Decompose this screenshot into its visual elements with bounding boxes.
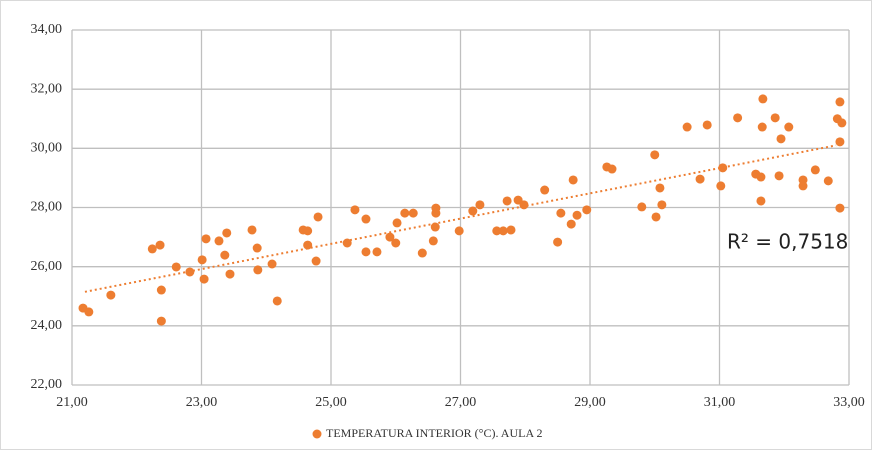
point xyxy=(502,196,512,206)
y-tick-label: 34,00 xyxy=(31,22,63,37)
x-tick-label: 23,00 xyxy=(186,395,218,410)
point xyxy=(155,240,165,250)
point xyxy=(757,122,767,132)
point xyxy=(156,316,166,326)
legend-label: TEMPERATURA INTERIOR (°C). AULA 2 xyxy=(326,426,542,440)
point xyxy=(582,205,592,215)
point xyxy=(84,307,94,317)
point xyxy=(837,118,847,128)
point xyxy=(650,150,660,160)
y-tick-label: 26,00 xyxy=(31,259,63,274)
point xyxy=(392,218,402,228)
y-tick-label: 32,00 xyxy=(31,81,63,96)
point xyxy=(835,97,845,107)
point xyxy=(810,165,820,175)
point xyxy=(651,212,661,222)
point xyxy=(774,171,784,181)
point xyxy=(253,265,263,275)
point xyxy=(475,200,485,210)
y-tick-label: 24,00 xyxy=(31,318,63,333)
point xyxy=(835,203,845,213)
point xyxy=(454,226,464,236)
point xyxy=(391,238,401,248)
point xyxy=(247,225,257,235)
x-tick-label: 25,00 xyxy=(315,395,347,410)
point xyxy=(372,247,382,257)
point xyxy=(733,113,743,123)
point xyxy=(417,248,427,258)
point xyxy=(702,120,712,130)
point xyxy=(695,174,705,184)
x-tick-label: 31,00 xyxy=(704,395,736,410)
point xyxy=(770,113,780,123)
point xyxy=(342,238,352,248)
point xyxy=(267,259,277,269)
point xyxy=(428,236,438,246)
point xyxy=(756,172,766,182)
point xyxy=(568,175,578,185)
point xyxy=(718,163,728,173)
point xyxy=(540,185,550,195)
point xyxy=(657,200,667,210)
annotation: R² = 0,7518 xyxy=(727,230,848,254)
point xyxy=(220,250,230,260)
point xyxy=(431,203,441,213)
point xyxy=(361,214,371,224)
point xyxy=(225,269,235,279)
point xyxy=(835,137,845,147)
point xyxy=(303,226,313,236)
point xyxy=(147,244,157,254)
point xyxy=(156,285,166,295)
point xyxy=(199,274,209,284)
point xyxy=(106,290,116,300)
point xyxy=(350,205,360,215)
point xyxy=(171,262,181,272)
point xyxy=(682,122,692,132)
point xyxy=(607,164,617,174)
point xyxy=(572,210,582,220)
point xyxy=(566,219,576,229)
y-tick-label: 28,00 xyxy=(31,200,63,215)
point xyxy=(252,243,262,253)
y-tick-label: 22,00 xyxy=(31,377,63,392)
point xyxy=(637,202,647,212)
point xyxy=(498,226,508,236)
point xyxy=(492,226,502,236)
point xyxy=(400,208,410,218)
x-tick-label: 21,00 xyxy=(56,395,88,410)
point xyxy=(655,183,665,193)
point xyxy=(303,240,313,250)
point xyxy=(313,212,323,222)
point xyxy=(506,225,516,235)
point xyxy=(798,181,808,191)
point xyxy=(716,181,726,191)
point xyxy=(222,228,232,238)
point xyxy=(823,176,833,186)
point xyxy=(519,200,529,210)
point xyxy=(311,256,321,266)
point xyxy=(468,206,478,216)
x-tick-label: 29,00 xyxy=(574,395,606,410)
point xyxy=(430,222,440,232)
point xyxy=(784,122,794,132)
point xyxy=(776,134,786,144)
legend-marker xyxy=(312,429,322,439)
point xyxy=(408,208,418,218)
y-tick-label: 30,00 xyxy=(31,141,63,156)
point xyxy=(756,196,766,206)
point xyxy=(201,234,211,244)
point xyxy=(385,232,395,242)
point xyxy=(214,236,224,246)
x-tick-label: 33,00 xyxy=(833,395,865,410)
point xyxy=(272,296,282,306)
point xyxy=(197,255,207,265)
point xyxy=(553,237,563,247)
point xyxy=(361,247,371,257)
x-tick-label: 27,00 xyxy=(445,395,477,410)
point xyxy=(758,94,768,104)
point xyxy=(556,208,566,218)
